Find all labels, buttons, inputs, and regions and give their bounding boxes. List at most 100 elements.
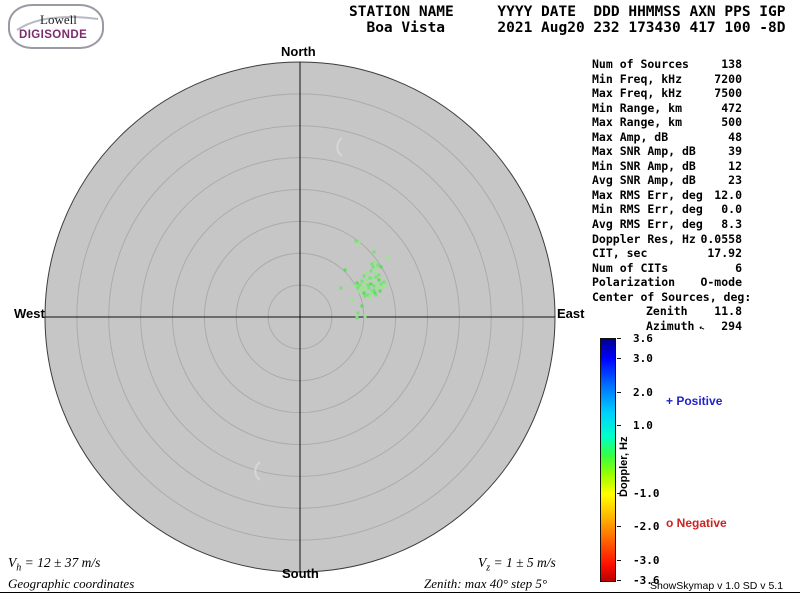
colorbar-tick-label: -1.0 <box>633 486 660 500</box>
negative-legend: o Negative <box>666 516 727 530</box>
echo-source-point <box>366 283 370 287</box>
echo-source-point <box>380 285 384 289</box>
echo-source-point <box>373 291 377 295</box>
info-value: 12.0 <box>714 187 742 202</box>
vh-value: = 12 ± 37 m/s <box>21 555 101 570</box>
echo-source-point <box>354 239 358 243</box>
info-label: Center of Sources, deg: <box>592 289 752 304</box>
echo-source-point <box>360 304 364 308</box>
echo-source-point <box>369 282 373 286</box>
logo-lowell-text: Lowell <box>40 12 77 27</box>
echo-source-point <box>377 273 381 277</box>
info-label: Max Freq, kHz <box>592 86 683 101</box>
compass-label-south: South <box>282 566 319 581</box>
echo-source-point <box>362 274 366 278</box>
echo-source-point <box>372 288 376 292</box>
info-label: Avg SNR Amp, dB <box>592 173 696 188</box>
colorbar-tick-label: -3.0 <box>633 553 660 567</box>
echo-source-point <box>374 293 378 297</box>
info-label: Max Amp, dB <box>592 129 669 144</box>
info-value: 17.92 <box>707 246 742 261</box>
header-values: Boa Vista 2021 Aug20 232 173430 417 100 … <box>349 20 786 36</box>
header-table: STATION NAME YYYY DATE DDD HHMMSS AXN PP… <box>349 4 786 36</box>
colorbar-tick <box>617 526 621 528</box>
echo-source-point <box>384 283 388 287</box>
echo-source-point <box>343 268 347 272</box>
info-value: 500 <box>721 115 742 130</box>
info-label: Zenith <box>646 304 688 319</box>
info-label: CIT, sec <box>592 246 648 261</box>
echo-source-point <box>379 282 383 286</box>
echo-source-point <box>372 250 376 254</box>
info-label: Max RMS Err, deg <box>592 187 703 202</box>
info-row: Max SNR Amp, dB 39 <box>592 144 742 159</box>
compass-label-north: North <box>281 44 316 59</box>
info-value: 8.3 <box>721 217 742 232</box>
info-value: O-mode <box>700 275 742 290</box>
info-row: Max Amp, dB 48 <box>592 130 742 145</box>
info-row: Min Range, km 472 <box>592 101 742 116</box>
version-text: ShowSkymap v 1.0 SD v 5.1 <box>650 580 784 592</box>
logo-digisonde-text: DIGISONDE <box>19 29 88 41</box>
echo-source-point <box>360 279 364 283</box>
colorbar-title: Doppler, Hz <box>618 436 630 497</box>
echo-source-point <box>375 281 379 285</box>
vz-value: = 1 ± 5 m/s <box>490 555 556 570</box>
azimuth-arrow-icon: ↑ <box>697 323 709 333</box>
colorbar-tick <box>617 559 621 561</box>
compass-label-west: West <box>14 306 45 321</box>
colorbar-tick-label: 3.0 <box>633 352 653 366</box>
vh-subscript: h <box>16 562 22 574</box>
echo-source-point <box>378 289 382 293</box>
echo-source-point <box>370 262 374 266</box>
source-points <box>339 239 390 320</box>
vz-subscript: z <box>486 562 491 574</box>
echo-source-point <box>358 283 362 287</box>
echo-source-point <box>368 295 372 299</box>
echo-source-point <box>376 286 380 290</box>
info-label: Doppler Res, Hz <box>592 231 696 246</box>
info-row: Avg SNR Amp, dB 23 <box>592 173 742 188</box>
echo-source-point <box>359 288 363 292</box>
crescent-artifact <box>254 461 261 481</box>
info-row: Azimuth ↑ 294 <box>592 319 742 334</box>
echo-source-point <box>369 291 373 295</box>
info-row: CIT, sec 17.92 <box>592 246 742 261</box>
info-row: Min RMS Err, deg 0.0 <box>592 202 742 217</box>
info-label: Num of CITs <box>592 260 669 275</box>
horizontal-velocity-text: Vh = 12 ± 37 m/s <box>8 555 100 574</box>
echo-source-point <box>356 285 360 289</box>
echo-source-point <box>355 316 359 320</box>
colorbar-tick <box>617 358 621 360</box>
echo-source-point <box>373 260 377 264</box>
echo-source-point <box>362 291 366 295</box>
info-row: Num of CITs 6 <box>592 261 742 276</box>
compass-label-east: East <box>557 306 585 321</box>
echo-source-point <box>374 266 378 270</box>
echo-source-point <box>339 286 343 290</box>
info-row: Center of Sources, deg: <box>592 290 751 305</box>
info-value: 0.0558 <box>700 231 742 246</box>
echo-source-point <box>369 269 373 273</box>
echo-source-point <box>382 280 386 284</box>
zenith-step-note: Zenith: max 40° step 5° <box>424 576 548 591</box>
info-value: 12 <box>728 158 742 173</box>
info-value: 6 <box>735 260 742 275</box>
info-value: 7200 <box>714 71 742 86</box>
info-label: Avg RMS Err, deg <box>592 217 703 232</box>
colorbar-tick-label: 2.0 <box>633 385 653 399</box>
echo-source-point <box>353 284 357 288</box>
colorbar-tick-label: -3.6 <box>633 574 660 587</box>
info-row: Doppler Res, Hz 0.0558 <box>592 232 742 247</box>
colorbar-tick <box>617 580 621 581</box>
echo-source-point <box>379 265 383 269</box>
info-label: Min RMS Err, deg <box>592 202 703 217</box>
vh-symbol: V <box>8 555 17 570</box>
echo-source-point <box>367 286 371 290</box>
info-label: Min Freq, kHz <box>592 71 683 86</box>
colorbar-tick <box>617 492 621 494</box>
map-artifacts <box>254 137 343 481</box>
logo-swoosh-icon <box>16 16 99 31</box>
echo-source-point <box>364 288 368 292</box>
